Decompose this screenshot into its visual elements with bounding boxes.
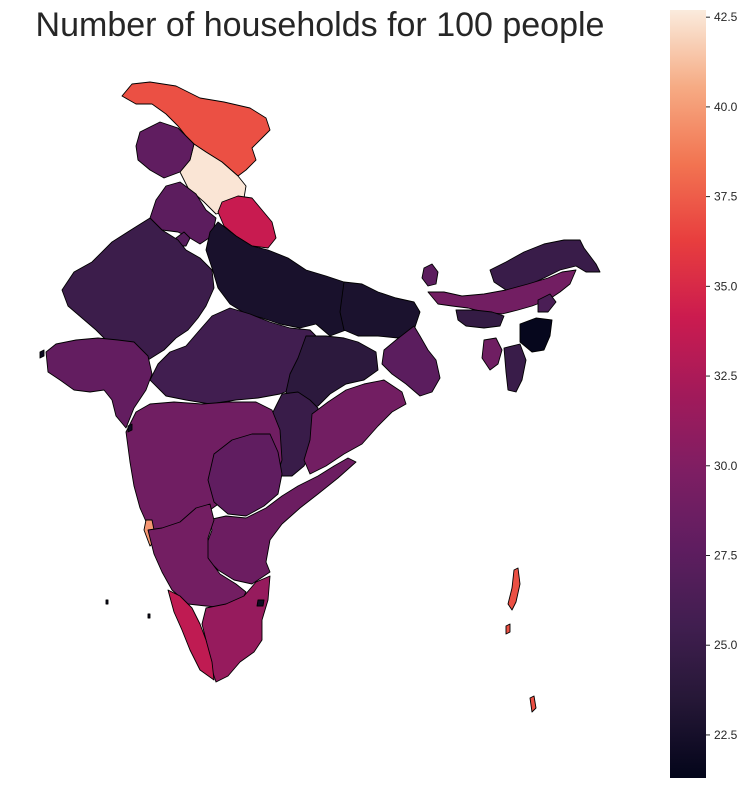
region-odisha — [303, 379, 407, 475]
region-manipur — [519, 317, 553, 353]
region-nagaland — [537, 293, 557, 313]
colorbar-tick-label: 25.0 — [714, 638, 738, 652]
colorbar-tick-label: 42.5 — [714, 10, 738, 24]
colorbar-tick-label: 37.5 — [714, 190, 738, 204]
region-punjab — [135, 121, 195, 179]
region-lakshadweep — [105, 599, 151, 619]
region-sikkim — [421, 263, 439, 287]
region-andhra-pradesh — [205, 457, 357, 585]
india-choropleth-map — [39, 81, 601, 713]
region-puducherry — [256, 599, 265, 607]
region-jharkhand — [285, 335, 379, 413]
region-gujarat — [45, 337, 153, 429]
colorbar-tick-label: 30.0 — [714, 459, 738, 473]
colorbar-tick-label: 35.0 — [714, 279, 738, 293]
colorbar-tick-label: 27.5 — [714, 548, 738, 562]
colorbar-tick-label: 22.5 — [714, 728, 738, 742]
colorbar-tick-label: 32.5 — [714, 369, 738, 383]
colorbar-gradient — [670, 10, 706, 778]
region-karnataka — [147, 503, 247, 609]
region-mizoram — [503, 343, 527, 393]
region-daman-diu — [39, 349, 133, 433]
colorbar-tick-label: 40.0 — [714, 100, 738, 114]
region-andaman-nicobar — [505, 567, 537, 713]
region-haryana — [149, 181, 217, 245]
region-meghalaya — [455, 309, 505, 329]
region-west-bengal — [381, 325, 441, 397]
region-telangana — [207, 433, 283, 517]
region-kerala — [167, 589, 215, 681]
region-uttarakhand — [217, 195, 277, 249]
region-tripura — [481, 337, 503, 371]
chart-title: Number of households for 100 people — [35, 6, 605, 44]
region-jammu-kashmir-ladakh — [121, 81, 271, 177]
